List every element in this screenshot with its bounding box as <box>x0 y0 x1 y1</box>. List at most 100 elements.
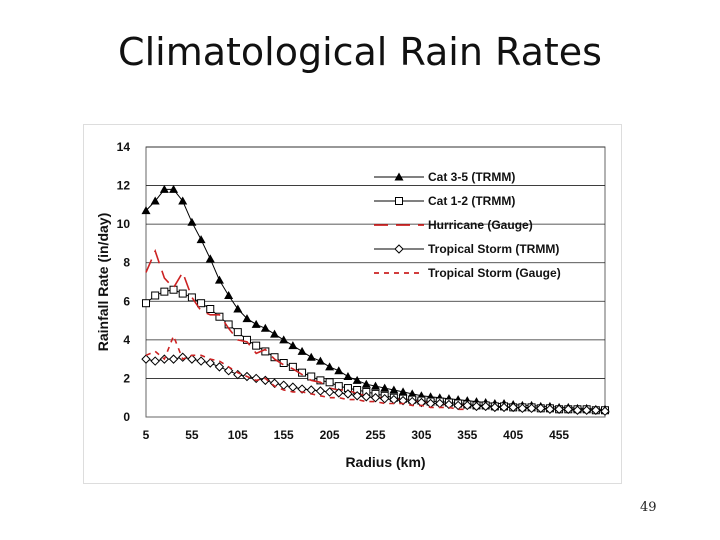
data-point-cat-1-2-trmm <box>178 289 187 298</box>
y-tick-label: 8 <box>123 256 130 270</box>
data-point-tropical-storm-trmm <box>480 401 491 412</box>
data-point-tropical-storm-trmm <box>315 386 326 396</box>
series-line-hurricane-gauge <box>145 248 468 407</box>
legend-label-tropical-storm-trmm: Tropical Storm (TRMM) <box>428 242 559 256</box>
data-point-cat-3-5-trmm <box>343 372 353 380</box>
x-tick-label: 255 <box>365 428 385 442</box>
data-point-cat-1-2-trmm <box>270 353 279 362</box>
data-point-tropical-storm-trmm <box>453 400 463 411</box>
data-point-cat-3-5-trmm <box>389 385 399 394</box>
y-tick-label: 6 <box>123 294 130 308</box>
data-point-cat-3-5-trmm <box>178 196 188 205</box>
data-point-cat-3-5-trmm <box>297 346 307 355</box>
data-point-cat-1-2-trmm <box>252 341 261 350</box>
data-point-tropical-storm-trmm <box>398 395 408 406</box>
data-point-tropical-storm-trmm <box>554 404 564 414</box>
x-axis-label: Radius (km) <box>345 454 425 470</box>
data-point-cat-3-5-trmm <box>196 235 206 244</box>
data-point-cat-1-2-trmm <box>187 293 196 302</box>
data-point-tropical-storm-trmm <box>563 404 573 414</box>
x-tick-label: 405 <box>503 428 523 442</box>
legend-marker-tropical-storm-trmm <box>394 244 404 254</box>
data-point-tropical-storm-trmm <box>260 375 271 386</box>
data-point-cat-3-5-trmm <box>334 366 344 375</box>
data-point-cat-1-2-trmm <box>233 328 242 337</box>
y-axis-label: Rainfall Rate (in/day) <box>95 213 111 351</box>
data-point-tropical-storm-trmm <box>508 402 518 413</box>
legend-label-cat-1-2-trmm: Cat 1-2 (TRMM) <box>428 194 515 208</box>
x-tick-label: 355 <box>457 428 477 442</box>
y-tick-label: 4 <box>123 333 130 347</box>
data-point-cat-3-5-trmm <box>315 356 325 365</box>
data-point-cat-3-5-trmm <box>242 314 252 323</box>
data-point-cat-3-5-trmm <box>407 389 417 398</box>
data-point-cat-3-5-trmm <box>159 184 169 193</box>
data-point-cat-3-5-trmm <box>169 184 179 193</box>
legend-marker-cat-1-2-trmm <box>395 197 403 205</box>
data-point-tropical-storm-trmm <box>352 391 362 401</box>
plot-area <box>145 146 606 418</box>
slide-title: Climatological Rain Rates <box>118 30 602 74</box>
data-point-tropical-storm-trmm <box>572 405 583 415</box>
data-point-cat-3-5-trmm <box>279 335 289 344</box>
data-point-tropical-storm-trmm <box>187 354 197 364</box>
legend-label-tropical-storm-gauge: Tropical Storm (Gauge) <box>428 266 561 280</box>
data-point-cat-3-5-trmm <box>214 275 224 284</box>
data-point-cat-1-2-trmm <box>151 291 160 300</box>
data-point-tropical-storm-trmm <box>214 362 225 372</box>
data-point-cat-1-2-trmm <box>288 362 297 371</box>
data-point-tropical-storm-trmm <box>536 403 546 414</box>
data-point-cat-3-5-trmm <box>398 387 408 396</box>
y-tick-label: 10 <box>117 217 131 231</box>
data-point-tropical-storm-trmm <box>343 389 353 399</box>
data-point-cat-1-2-trmm <box>142 299 150 308</box>
y-tick-label: 0 <box>123 410 130 424</box>
data-point-tropical-storm-trmm <box>178 352 188 362</box>
data-point-tropical-storm-trmm <box>361 392 372 402</box>
x-tick-label: 5 <box>143 428 150 442</box>
data-point-cat-3-5-trmm <box>251 319 261 328</box>
y-tick-label: 2 <box>123 371 130 385</box>
data-point-cat-3-5-trmm <box>380 383 390 392</box>
data-point-tropical-storm-trmm <box>581 405 592 415</box>
data-point-cat-1-2-trmm <box>197 299 206 308</box>
data-point-cat-1-2-trmm <box>169 285 178 294</box>
data-point-cat-3-5-trmm <box>306 352 316 361</box>
page-number: 49 <box>640 500 657 515</box>
x-tick-label: 455 <box>549 428 569 442</box>
data-point-tropical-storm-trmm <box>526 403 537 414</box>
data-point-cat-3-5-trmm <box>150 196 160 205</box>
data-point-tropical-storm-trmm <box>379 393 390 404</box>
data-point-cat-1-2-trmm <box>160 287 169 296</box>
data-point-cat-3-5-trmm <box>325 362 335 371</box>
data-point-cat-3-5-trmm <box>205 254 215 263</box>
data-point-cat-3-5-trmm <box>187 217 197 226</box>
data-point-cat-3-5-trmm <box>352 375 362 384</box>
y-tick-label: 14 <box>117 140 131 154</box>
data-point-tropical-storm-trmm <box>600 406 610 416</box>
y-tick-label: 12 <box>117 179 131 193</box>
series-line-tropical-storm-gauge <box>145 333 468 411</box>
data-point-tropical-storm-trmm <box>471 401 482 412</box>
data-point-cat-3-5-trmm <box>270 329 280 338</box>
legend-label-cat-3-5-trmm: Cat 3-5 (TRMM) <box>428 170 515 184</box>
data-point-tropical-storm-trmm <box>324 387 335 397</box>
data-point-cat-1-2-trmm <box>206 305 215 313</box>
data-point-tropical-storm-trmm <box>370 393 381 403</box>
x-tick-label: 205 <box>320 428 340 442</box>
data-point-cat-1-2-trmm <box>316 376 325 385</box>
data-point-tropical-storm-trmm <box>141 354 151 364</box>
data-point-tropical-storm-trmm <box>591 405 601 415</box>
data-point-tropical-storm-trmm <box>297 384 307 394</box>
data-point-tropical-storm-trmm <box>462 400 473 411</box>
data-point-tropical-storm-trmm <box>334 388 344 398</box>
data-point-cat-3-5-trmm <box>361 379 371 388</box>
data-point-tropical-storm-trmm <box>150 356 160 366</box>
data-point-cat-3-5-trmm <box>260 323 270 332</box>
data-point-cat-1-2-trmm <box>242 335 251 344</box>
data-point-cat-3-5-trmm <box>288 341 298 350</box>
x-tick-label: 155 <box>274 428 294 442</box>
data-point-tropical-storm-trmm <box>205 358 215 368</box>
data-point-cat-1-2-trmm <box>215 312 224 321</box>
